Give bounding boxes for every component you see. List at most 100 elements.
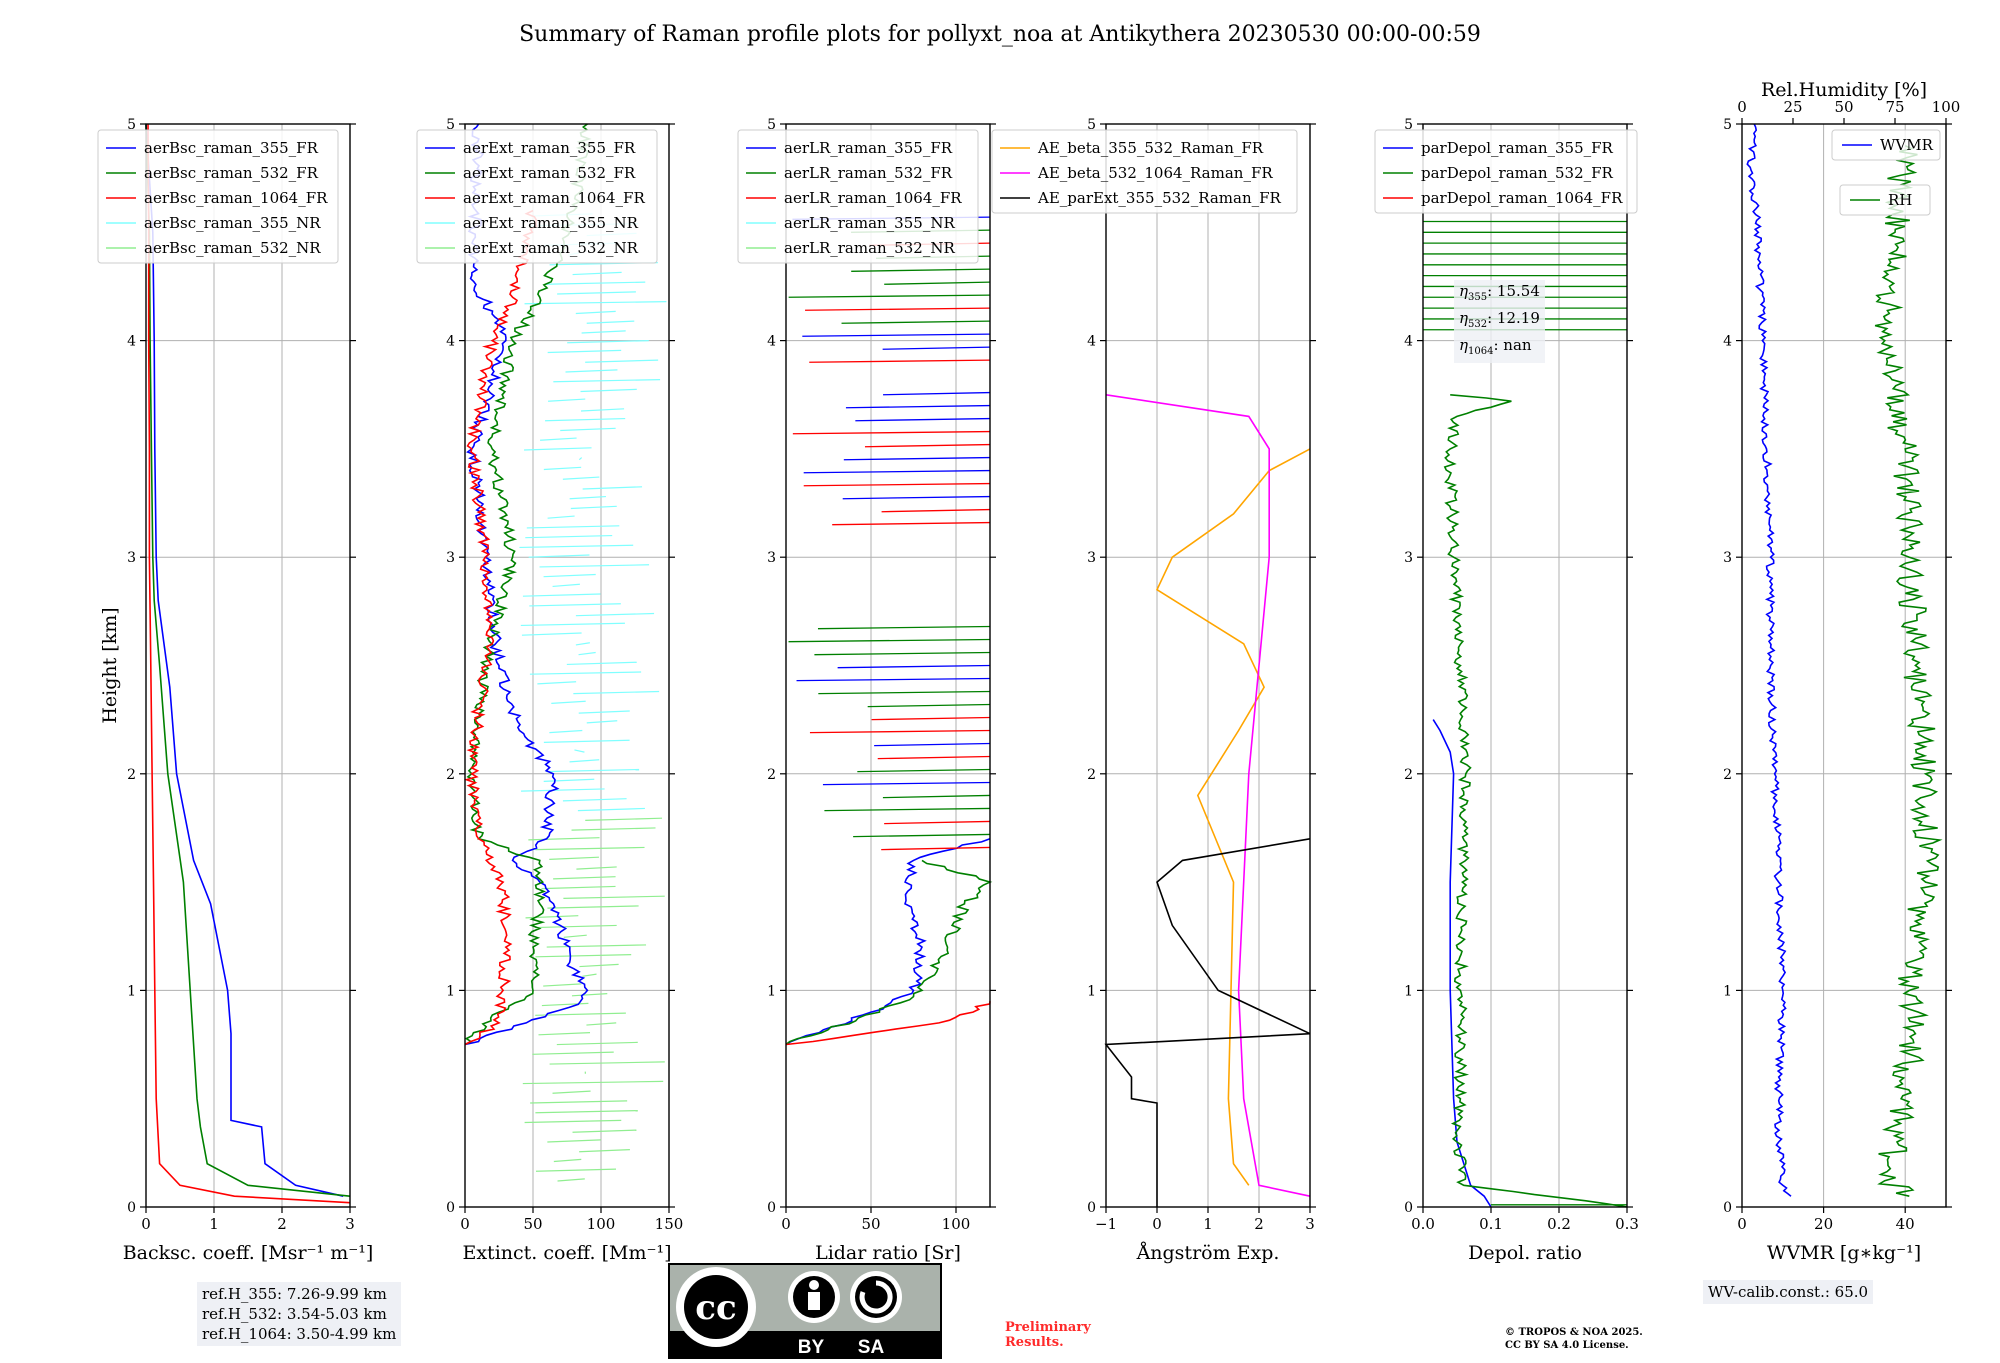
lr-segment bbox=[884, 821, 990, 823]
nr-profile-segment bbox=[557, 292, 636, 294]
nr-profile-segment bbox=[530, 672, 641, 674]
legend-label-wvmr: WVMR bbox=[1880, 136, 1934, 154]
nr-profile-segment bbox=[523, 594, 600, 596]
nr-profile-segment bbox=[524, 448, 591, 450]
eta-355-line: η355: 15.54 bbox=[1459, 281, 1540, 308]
lr-segment bbox=[804, 484, 990, 486]
nr-profile-segment bbox=[547, 906, 638, 908]
lr-segment bbox=[818, 627, 990, 629]
lr-segment bbox=[878, 756, 990, 758]
nr-profile-segment bbox=[544, 467, 581, 469]
cc-by-label: BY bbox=[798, 1337, 825, 1358]
cc-sa-label: SA bbox=[858, 1337, 885, 1358]
legend-label: aerBsc_raman_355_NR bbox=[144, 214, 321, 232]
nr-profile-segment bbox=[541, 886, 615, 888]
lr-segment bbox=[818, 691, 990, 693]
cc-logo-text: cc bbox=[695, 1288, 736, 1328]
nr-profile-segment bbox=[579, 711, 630, 713]
series-line-aerBsc_raman_532_FR bbox=[146, 124, 350, 1196]
nr-profile-segment bbox=[573, 691, 659, 693]
nr-profile-segment bbox=[579, 458, 581, 460]
series-line-aerLR_raman_532_FR bbox=[786, 860, 990, 1044]
nr-profile-segment bbox=[560, 428, 615, 430]
nr-profile-segment bbox=[585, 360, 658, 362]
nr-profile-segment bbox=[558, 1179, 585, 1181]
legend-label: aerBsc_raman_532_FR bbox=[144, 164, 319, 182]
lr-segment bbox=[874, 743, 990, 745]
legend-label: aerExt_raman_355_NR bbox=[463, 214, 639, 232]
nr-profile-segment bbox=[583, 487, 642, 489]
eta-532-value: 12.19 bbox=[1497, 309, 1540, 327]
nr-profile-segment bbox=[535, 925, 617, 927]
lr-segment bbox=[872, 717, 990, 719]
lr-segment bbox=[881, 847, 990, 849]
lr-segment bbox=[851, 269, 990, 271]
series-line-WVMR bbox=[1747, 124, 1791, 1196]
lr-segment bbox=[883, 347, 990, 349]
eta-annotation-box: η355: 15.54 η532: 12.19 η1064: nan bbox=[1454, 280, 1545, 363]
eta-532-line: η532: 12.19 bbox=[1459, 308, 1540, 335]
nr-profile-segment bbox=[551, 701, 585, 703]
x-tick-label: 0 bbox=[1737, 1215, 1747, 1233]
ref-height-355: ref.H_355: 7.26-9.99 km bbox=[202, 1284, 396, 1304]
nr-profile-segment bbox=[542, 1003, 589, 1005]
lr-segment bbox=[855, 419, 990, 421]
nr-profile-segment bbox=[557, 1042, 638, 1044]
nr-profile-segment bbox=[549, 730, 582, 732]
x-tick-label: 3 bbox=[1305, 1215, 1315, 1233]
nr-profile-segment bbox=[563, 799, 627, 801]
x-tick-label: 0 bbox=[141, 1215, 151, 1233]
ref-height-1064: ref.H_1064: 3.50-4.99 km bbox=[202, 1324, 396, 1344]
y-tick-label: 0 bbox=[446, 1200, 455, 1216]
x-tick-label: 1 bbox=[209, 1215, 219, 1233]
nr-profile-segment bbox=[521, 623, 625, 625]
nr-profile-segment bbox=[535, 955, 631, 957]
nr-profile-segment bbox=[525, 1120, 622, 1122]
x-tick-label: 2 bbox=[1254, 1215, 1264, 1233]
lr-segment bbox=[857, 769, 990, 771]
wv-calibration-box: WV-calib.const.: 65.0 bbox=[1703, 1280, 1873, 1304]
legend-label-rh: RH bbox=[1888, 191, 1912, 209]
x-tick-label: 2 bbox=[277, 1215, 287, 1233]
nr-profile-segment bbox=[572, 994, 607, 996]
series-line-aerExt_raman_1064_FR bbox=[465, 211, 537, 1045]
y-tick-label: 1 bbox=[1723, 983, 1732, 999]
series-line-AE_beta_355_532_Raman_FR bbox=[1157, 449, 1310, 1185]
legend-label: aerLR_raman_532_FR bbox=[784, 164, 953, 182]
lr-segment bbox=[865, 445, 990, 447]
nr-profile-segment bbox=[580, 964, 619, 966]
nr-profile-segment bbox=[573, 272, 622, 274]
y-tick-label: 0 bbox=[767, 1200, 776, 1216]
y-tick-label: 1 bbox=[446, 983, 455, 999]
y-tick-label: 2 bbox=[1087, 767, 1096, 783]
y-tick-label: 3 bbox=[127, 550, 136, 566]
x-tick-label: 50 bbox=[861, 1215, 880, 1233]
nr-profile-segment bbox=[548, 516, 575, 518]
legend-label: aerLR_raman_355_FR bbox=[784, 139, 953, 157]
x-tick-label: 0 bbox=[781, 1215, 791, 1233]
lr-segment bbox=[843, 497, 990, 499]
nr-profile-segment bbox=[587, 321, 635, 323]
x-tick-label: 40 bbox=[1896, 1215, 1915, 1233]
x-axis-label: Extinct. coeff. [Mm⁻¹] bbox=[462, 1242, 671, 1264]
legend-label: aerExt_raman_532_FR bbox=[463, 164, 636, 182]
x-tick-label: 3 bbox=[345, 1215, 355, 1233]
legend-label: aerLR_raman_532_NR bbox=[784, 239, 955, 257]
preliminary-results-note: Preliminary Results. bbox=[1005, 1320, 1091, 1350]
lr-segment bbox=[823, 782, 990, 784]
nr-profile-segment bbox=[544, 575, 596, 577]
nr-profile-segment bbox=[547, 945, 646, 947]
eta-1064-value: nan bbox=[1503, 336, 1531, 354]
legend-label: aerLR_raman_355_NR bbox=[784, 214, 955, 232]
series-line-parDepol_raman_532_FR bbox=[1445, 395, 1627, 1207]
nr-profile-segment bbox=[548, 350, 622, 352]
nr-profile-segment bbox=[576, 867, 616, 869]
lr-segment bbox=[853, 834, 990, 836]
nr-profile-segment bbox=[549, 857, 599, 859]
y-tick-label: 3 bbox=[1087, 550, 1096, 566]
lr-segment bbox=[824, 808, 990, 810]
lr-segment bbox=[884, 282, 990, 284]
